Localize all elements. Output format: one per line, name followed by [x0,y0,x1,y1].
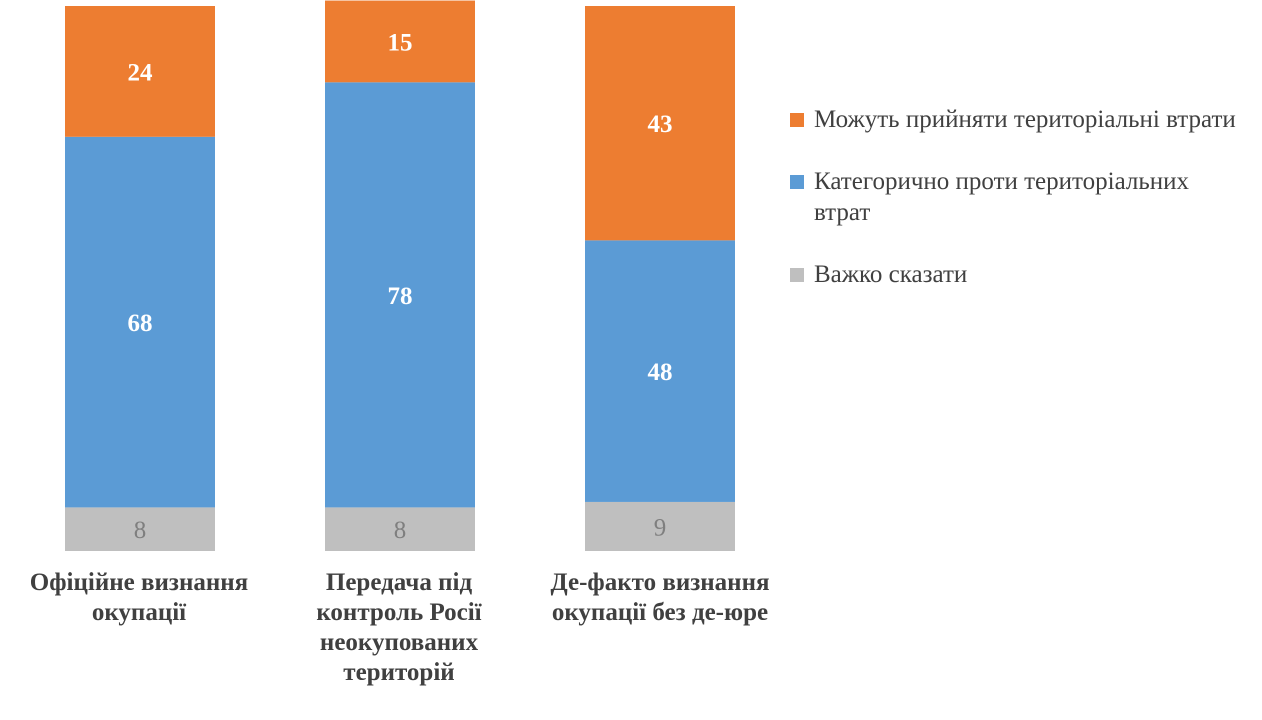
data-label-1-series-2: 68 [128,310,153,337]
legend-label: Важко сказати [814,261,968,288]
bar-segment-2-series-1 [325,507,475,551]
legend-swatch [790,113,804,127]
bar-segment-3-series-3 [585,6,735,241]
bar-segment-1-series-2 [65,136,215,508]
category-label-2: Передача під контроль Росії неокупованих… [316,569,482,686]
legend-swatch [790,268,804,282]
data-label-3-series-2: 48 [648,359,673,386]
category-label-3: Де-факто визнання окупації без де-юре [550,569,770,626]
data-label-2-series-2: 78 [388,283,413,310]
legend-label: Категорично проти територіальних втрат [814,168,1190,226]
legend-label: Можуть прийняти територіальні втрати [814,106,1236,133]
data-label-3-series-3: 43 [648,111,673,138]
legend-swatch [790,175,804,189]
category-label-1: Офіційне визнання окупації [29,569,249,626]
bar-segment-3-series-2 [585,240,735,502]
bar-segment-2-series-2 [325,82,475,508]
data-label-2-series-1: 8 [394,517,407,544]
legend-item-3: Важко сказати [790,259,1250,290]
bar-segment-2-series-3 [325,0,475,83]
data-label-1-series-1: 8 [134,517,147,544]
chart-legend: Можуть прийняти територіальні втрати Кате… [790,104,1250,321]
legend-item-1: Можуть прийняти територіальні втрати [790,104,1250,135]
legend-item-2: Категорично проти територіальних втрат [790,166,1250,228]
bar-segment-3-series-1 [585,501,735,551]
data-label-3-series-1: 9 [654,514,667,541]
bar-segment-1-series-3 [65,6,215,137]
bar-segment-1-series-1 [65,507,215,551]
data-label-2-series-3: 15 [388,29,413,56]
data-label-1-series-3: 24 [128,59,154,86]
